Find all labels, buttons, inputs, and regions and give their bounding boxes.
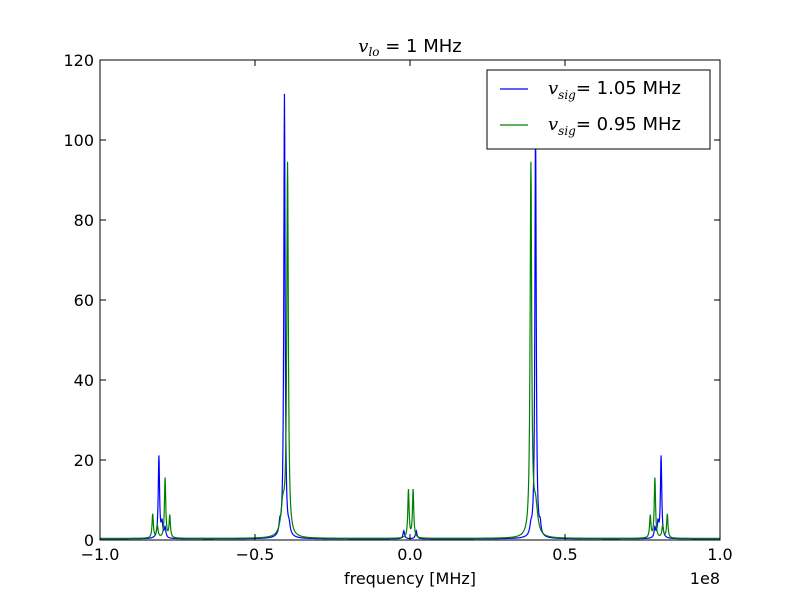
y-tick-label: 60: [74, 291, 94, 310]
y-tick-label: 80: [74, 211, 94, 230]
legend-label-series-2: vsig= 0.95 MHz: [548, 114, 681, 138]
y-tick-label: 20: [74, 451, 94, 470]
x-tick-label: −1.0: [81, 545, 120, 564]
x-axis: −1.0 −0.5 0.0 0.5 1.0: [81, 60, 733, 564]
legend-value-series-2: = 0.95 MHz: [576, 114, 681, 135]
x-tick-label: 0.5: [552, 545, 577, 564]
title-symbol: v: [358, 36, 368, 57]
title-value: = 1 MHz: [380, 36, 462, 57]
chart-title: vlo = 1 MHz: [358, 36, 461, 59]
legend-box: [486, 69, 711, 150]
x-axis-offset-label: 1e8: [690, 569, 720, 588]
x-tick-label: 0.0: [397, 545, 422, 564]
legend-subscript-series-1: sig: [558, 88, 576, 102]
y-axis: 0 20 40 60 80 100 120: [63, 51, 720, 550]
y-tick-label: 100: [63, 131, 94, 150]
x-axis-label: frequency [MHz]: [344, 569, 476, 588]
y-tick-label: 120: [63, 51, 94, 70]
x-tick-label: 1.0: [707, 545, 732, 564]
legend-value-series-1: = 1.05 MHz: [576, 78, 681, 99]
y-tick-label: 40: [74, 371, 94, 390]
legend: vsig= 1.05 MHz vsig= 0.95 MHz: [486, 69, 711, 150]
legend-symbol-series-1: v: [548, 78, 558, 99]
legend-subscript-series-2: sig: [558, 124, 576, 138]
y-tick-label: 0: [84, 531, 94, 550]
legend-label-series-1: vsig= 1.05 MHz: [548, 78, 681, 102]
legend-symbol-series-2: v: [548, 114, 558, 135]
series-line-2: [100, 161, 720, 539]
title-subscript: lo: [368, 45, 379, 59]
x-tick-label: −0.5: [236, 545, 275, 564]
